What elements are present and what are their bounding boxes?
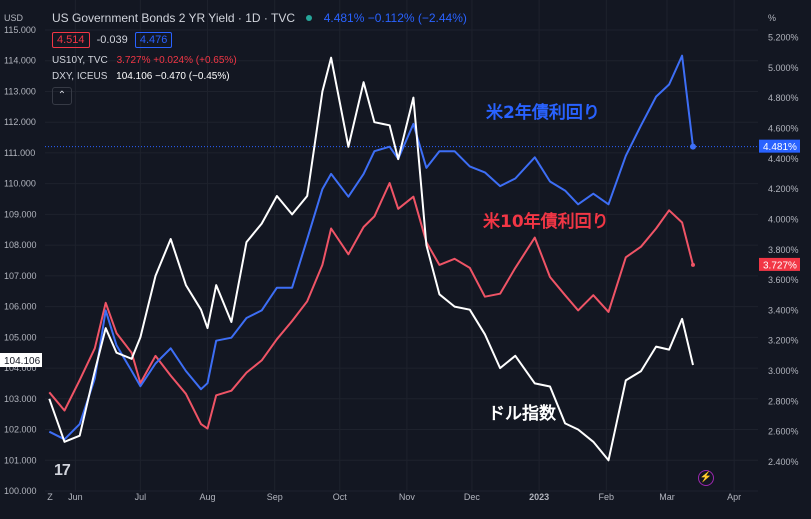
collapse-legend-button[interactable]: ⌃ bbox=[52, 87, 72, 105]
chart-title-row: US Government Bonds 2 YR Yield · 1D · TV… bbox=[52, 11, 467, 25]
bid-box[interactable]: 4.514 bbox=[52, 32, 90, 48]
time-tick-label: Oct bbox=[333, 492, 348, 502]
dxy-line bbox=[48, 56, 694, 462]
right-tick-label: 4.400% bbox=[768, 154, 799, 164]
chart-title[interactable]: US Government Bonds 2 YR Yield · 1D · TV… bbox=[52, 11, 295, 25]
left-tick-label: 114.000 bbox=[4, 56, 36, 66]
overlay-us10y-legend[interactable]: US10Y, TVC 3.727% +0.024% (+0.65%) bbox=[52, 55, 237, 66]
chart-title-quote: 4.481% −0.112% (−2.44%) bbox=[323, 11, 467, 25]
right-axis-unit: % bbox=[768, 13, 776, 23]
overlay-us10y-quote: 3.727% +0.024% (+0.65%) bbox=[116, 55, 237, 66]
right-tick-label: 3.400% bbox=[768, 305, 799, 315]
overlay-dxy-quote: 104.106 −0.470 (−0.45%) bbox=[116, 71, 230, 82]
overlay-dxy-legend[interactable]: DXY, ICEUS 104.106 −0.470 (−0.45%) bbox=[52, 71, 230, 82]
time-tick-label: Mar bbox=[659, 492, 675, 502]
market-status-dot-icon bbox=[306, 15, 313, 21]
annotation-us10y: 米10年債利回り bbox=[483, 212, 609, 232]
left-tick-label: 109.000 bbox=[4, 209, 37, 219]
time-tick-label: Z bbox=[47, 492, 53, 502]
right-tick-label: 5.200% bbox=[768, 33, 799, 43]
right-badge-us2y: 4.481% bbox=[759, 139, 800, 153]
left-tick-label: 113.000 bbox=[4, 86, 36, 96]
overlay-us10y-name: US10Y, TVC bbox=[52, 55, 108, 66]
right-tick-label: 4.000% bbox=[768, 214, 799, 224]
time-tick-label: Jun bbox=[68, 492, 83, 502]
annotation-us2y: 米2年債利回り bbox=[486, 103, 600, 123]
right-tick-label: 4.800% bbox=[768, 93, 799, 103]
lightning-icon[interactable]: ⚡ bbox=[698, 470, 714, 486]
time-tick-label: 2023 bbox=[529, 492, 549, 502]
left-last-value-badge: 104.106 bbox=[0, 353, 42, 367]
right-tick-label: 3.800% bbox=[768, 245, 799, 255]
time-tick-label: Dec bbox=[464, 492, 481, 502]
left-tick-label: 115.000 bbox=[4, 25, 36, 35]
right-badge-us2y-label: 4.481% bbox=[763, 142, 797, 153]
right-tick-label: 2.800% bbox=[768, 396, 799, 406]
spread-value: -0.039 bbox=[96, 34, 128, 46]
us10y-line bbox=[48, 182, 694, 430]
annotation-dxy: ドル指数 bbox=[488, 404, 556, 424]
left-tick-label: 106.000 bbox=[4, 302, 37, 312]
left-badge-label: 104.106 bbox=[4, 356, 41, 367]
right-tick-label: 4.600% bbox=[768, 123, 799, 133]
time-tick-label: Feb bbox=[599, 492, 615, 502]
right-tick-label: 2.600% bbox=[768, 427, 799, 437]
left-tick-label: 103.000 bbox=[4, 394, 37, 404]
left-tick-label: 102.000 bbox=[4, 425, 37, 435]
us10y-last-point bbox=[690, 262, 695, 267]
right-tick-label: 4.200% bbox=[768, 184, 799, 194]
right-tick-label: 2.400% bbox=[768, 457, 799, 467]
right-tick-label: 3.200% bbox=[768, 336, 799, 346]
time-tick-label: Apr bbox=[727, 492, 741, 502]
left-tick-label: 100.000 bbox=[4, 486, 37, 496]
right-tick-label: 3.000% bbox=[768, 366, 799, 376]
right-tick-label: 5.000% bbox=[768, 63, 799, 73]
overlay-dxy-name: DXY, ICEUS bbox=[52, 71, 108, 82]
tradingview-logo-icon[interactable]: 17 bbox=[54, 462, 71, 479]
left-axis-unit: USD bbox=[4, 13, 24, 23]
right-badge-us10y-label: 3.727% bbox=[763, 260, 797, 271]
left-tick-label: 101.000 bbox=[4, 455, 37, 465]
left-tick-label: 108.000 bbox=[4, 240, 37, 250]
us2y-line bbox=[48, 54, 694, 441]
time-tick-label: Aug bbox=[200, 492, 216, 502]
time-tick-label: Nov bbox=[399, 492, 416, 502]
right-price-axis[interactable]: 5.200% 5.000% 4.800% 4.600% 4.400% 4.200% 4.00… bbox=[768, 33, 799, 468]
bid-ask-row: 4.514 -0.039 4.476 bbox=[52, 32, 173, 48]
time-tick-label: Jul bbox=[135, 492, 147, 502]
left-price-axis[interactable]: 115.000 114.000 113.000 112.000 111.000 110.0… bbox=[4, 25, 37, 496]
time-tick-label: Sep bbox=[267, 492, 283, 502]
left-tick-label: 112.000 bbox=[4, 117, 36, 127]
left-tick-label: 110.000 bbox=[4, 179, 36, 189]
right-tick-label: 3.600% bbox=[768, 275, 799, 285]
right-badge-us10y: 3.727% bbox=[759, 257, 800, 271]
ask-box[interactable]: 4.476 bbox=[134, 32, 173, 48]
time-axis[interactable]: Z Jun Jul Aug Sep Oct Nov Dec 2023 Feb Mar Apr bbox=[47, 492, 741, 502]
left-tick-label: 107.000 bbox=[4, 271, 37, 281]
left-tick-label: 111.000 bbox=[4, 148, 35, 158]
us2y-last-point bbox=[689, 143, 696, 150]
left-tick-label: 105.000 bbox=[4, 332, 37, 342]
left-tick-label: 104.000 bbox=[4, 363, 37, 373]
